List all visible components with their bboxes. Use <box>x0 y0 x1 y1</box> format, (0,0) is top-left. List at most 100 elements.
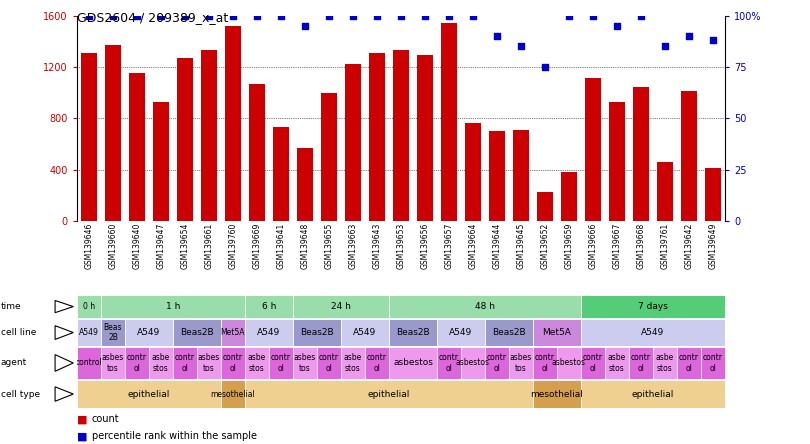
Point <box>634 12 647 19</box>
Bar <box>581 295 725 318</box>
Text: contr
ol: contr ol <box>535 353 555 373</box>
Text: cell line: cell line <box>1 328 36 337</box>
Text: GSM139660: GSM139660 <box>109 222 117 269</box>
Text: contr
ol: contr ol <box>175 353 195 373</box>
Point <box>322 12 335 19</box>
Point <box>130 12 143 19</box>
Bar <box>581 347 605 379</box>
Bar <box>221 380 245 408</box>
Bar <box>633 87 650 221</box>
Bar <box>533 319 581 346</box>
Bar <box>272 127 289 221</box>
Point <box>491 32 504 40</box>
Text: asbe
stos: asbe stos <box>151 353 170 373</box>
Text: GSM139661: GSM139661 <box>204 222 214 269</box>
Bar <box>197 347 221 379</box>
Bar <box>173 319 221 346</box>
Text: contr
ol: contr ol <box>223 353 243 373</box>
Bar <box>513 130 530 221</box>
Bar <box>152 102 169 221</box>
Text: epithelial: epithelial <box>368 389 410 399</box>
Point <box>202 12 215 19</box>
Text: contr
ol: contr ol <box>583 353 603 373</box>
Text: GSM139646: GSM139646 <box>84 222 93 269</box>
Text: GSM139657: GSM139657 <box>445 222 454 269</box>
Bar <box>77 319 101 346</box>
Text: 48 h: 48 h <box>475 302 495 311</box>
Bar <box>629 347 653 379</box>
Text: asbestos: asbestos <box>393 358 433 368</box>
Bar <box>561 172 578 221</box>
Bar <box>173 347 197 379</box>
Text: GSM139645: GSM139645 <box>517 222 526 269</box>
Text: count: count <box>92 414 119 424</box>
Text: Met5A: Met5A <box>543 328 571 337</box>
Text: asbe
stos: asbe stos <box>248 353 266 373</box>
Bar <box>245 347 269 379</box>
Bar <box>485 319 533 346</box>
Text: contr
ol: contr ol <box>439 353 459 373</box>
Bar <box>701 347 725 379</box>
Bar <box>441 23 458 221</box>
Text: asbes
tos: asbes tos <box>198 353 220 373</box>
Bar <box>80 53 97 221</box>
Bar <box>705 168 722 221</box>
Text: GSM139654: GSM139654 <box>181 222 190 269</box>
Text: GSM139663: GSM139663 <box>348 222 357 269</box>
Text: GSM139669: GSM139669 <box>253 222 262 269</box>
Text: Beas2B: Beas2B <box>396 328 430 337</box>
Text: contr
ol: contr ol <box>631 353 651 373</box>
Text: A549: A549 <box>450 328 472 337</box>
Text: mesothelial: mesothelial <box>531 389 583 399</box>
Text: asbestos: asbestos <box>552 358 586 368</box>
Point <box>706 37 719 44</box>
Point <box>227 12 240 19</box>
Text: mesothelial: mesothelial <box>211 389 255 399</box>
Text: Beas
2B: Beas 2B <box>104 323 122 342</box>
Bar <box>77 380 221 408</box>
Bar <box>416 55 433 221</box>
Bar <box>437 319 485 346</box>
Bar <box>201 50 217 221</box>
Bar <box>341 347 365 379</box>
Bar <box>393 50 409 221</box>
Text: GSM139648: GSM139648 <box>301 222 309 269</box>
Bar <box>465 123 481 221</box>
Text: contr
ol: contr ol <box>367 353 387 373</box>
Point <box>106 12 119 19</box>
Text: GSM139659: GSM139659 <box>565 222 573 269</box>
Bar <box>149 347 173 379</box>
Text: asbestos: asbestos <box>456 358 490 368</box>
Text: contr
ol: contr ol <box>319 353 339 373</box>
Bar <box>269 347 293 379</box>
Point <box>419 12 432 19</box>
Bar <box>224 26 241 221</box>
Text: contr
ol: contr ol <box>127 353 147 373</box>
Text: asbe
stos: asbe stos <box>656 353 674 373</box>
Text: A549: A549 <box>642 328 664 337</box>
Bar <box>509 347 533 379</box>
Text: contr
ol: contr ol <box>487 353 507 373</box>
Bar <box>129 73 145 221</box>
Bar <box>365 347 389 379</box>
Bar <box>293 295 389 318</box>
Text: GDS2604 / 209389_x_at: GDS2604 / 209389_x_at <box>77 11 228 24</box>
Bar <box>101 295 245 318</box>
Text: GSM139656: GSM139656 <box>420 222 429 269</box>
Text: GSM139760: GSM139760 <box>228 222 237 269</box>
Bar <box>249 83 266 221</box>
Point <box>83 12 96 19</box>
Text: asbe
stos: asbe stos <box>343 353 362 373</box>
Point <box>394 12 407 19</box>
Text: GSM139649: GSM139649 <box>709 222 718 269</box>
Bar <box>389 319 437 346</box>
Point <box>370 12 383 19</box>
Text: GSM139647: GSM139647 <box>156 222 165 269</box>
Text: GSM139641: GSM139641 <box>276 222 285 269</box>
Bar <box>125 319 173 346</box>
Text: control: control <box>75 358 102 368</box>
Bar <box>77 295 101 318</box>
Text: asbes
tos: asbes tos <box>294 353 316 373</box>
Text: GSM139653: GSM139653 <box>396 222 406 269</box>
Bar <box>533 380 581 408</box>
